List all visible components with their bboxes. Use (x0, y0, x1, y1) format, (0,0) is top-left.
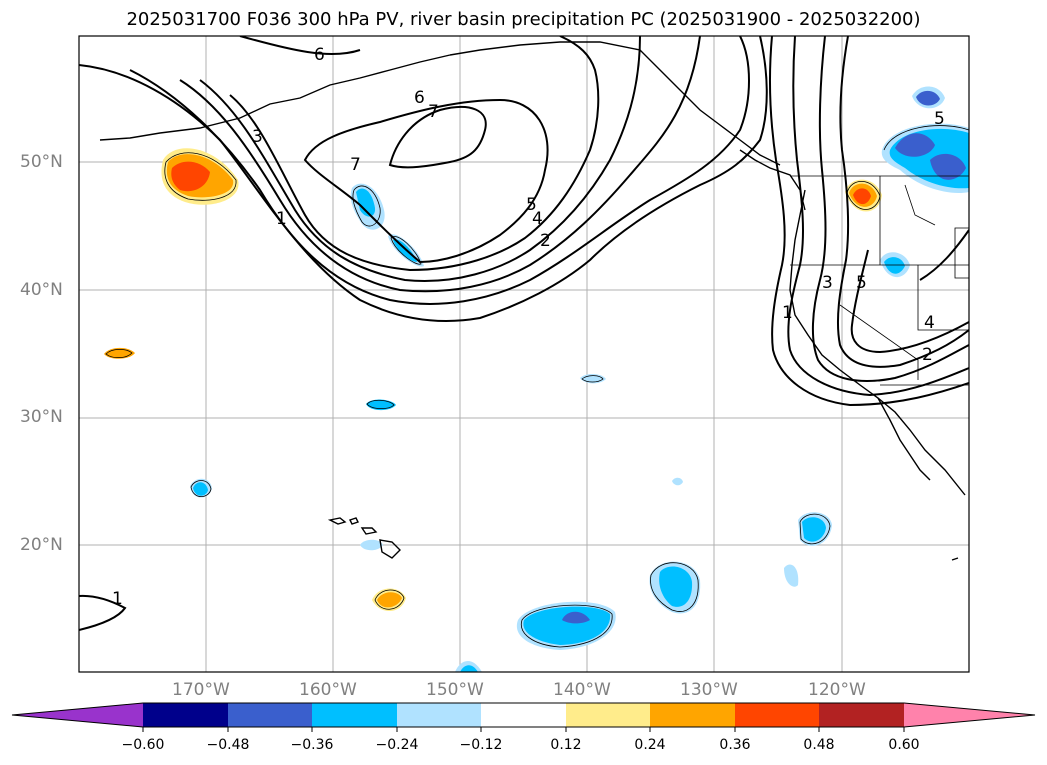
precip-negative-area (884, 257, 905, 274)
precip-negative-area (360, 539, 383, 551)
contour-label: 5 (856, 273, 867, 293)
colorbar-bin (735, 703, 819, 727)
colorbar-tick-label: −0.36 (290, 737, 334, 753)
colorbar-bin (397, 703, 481, 727)
precip-positive-area (171, 161, 210, 192)
contour-label: 5 (526, 195, 537, 215)
contour-label: 6 (314, 45, 325, 65)
contour-label: 1 (276, 209, 287, 229)
precip-negative-area (784, 564, 799, 587)
colorbar-bin (481, 703, 566, 727)
precip-outlines (105, 125, 969, 648)
colorbar-bin (566, 703, 650, 727)
gridlines (79, 36, 969, 672)
contour-label: 1 (782, 303, 793, 323)
colorbar-bin (312, 703, 397, 727)
map-title: 2025031700 F036 300 hPa PV, river basin … (126, 9, 921, 30)
precip-negative-area (393, 239, 417, 262)
colorbar-tick-label: −0.24 (375, 737, 419, 753)
colorbar-bin (143, 703, 228, 727)
precip-negative-area (802, 517, 826, 542)
precip-negative-area (562, 611, 590, 624)
lat-label-30n: 30°N (20, 407, 63, 427)
contour-label: 6 (414, 88, 425, 108)
colorbar-bin (819, 703, 904, 727)
map-frame (78, 35, 970, 673)
lon-label-120w: 120°W (808, 680, 866, 700)
colorbar-extend-low (12, 703, 143, 727)
colorbar-tick-label: 0.24 (634, 737, 666, 753)
colorbar (11, 702, 1036, 732)
precip-positive-area (377, 592, 402, 608)
lat-label-20n: 20°N (20, 535, 63, 555)
precip-shading (104, 86, 969, 672)
contour-label: 4 (532, 209, 543, 229)
colorbar-tick-label: −0.48 (206, 737, 250, 753)
pv-contours (79, 36, 969, 631)
lon-label-170w: 170°W (172, 680, 230, 700)
colorbar-tick-label: 0.12 (550, 737, 582, 753)
precip-negative-area (356, 188, 376, 217)
contour-label: 1 (112, 589, 123, 609)
contour-labels: 6 7 6 7 3 1 5 4 2 3 5 1 2 4 5 1 (112, 45, 945, 609)
colorbar-bin (228, 703, 312, 727)
precip-negative-area (916, 90, 940, 106)
contour-label: 4 (924, 313, 935, 333)
precip-negative-area (193, 482, 208, 496)
precip-negative-area (930, 153, 966, 180)
lon-label-130w: 130°W (680, 680, 738, 700)
colorbar-tick-label: −0.60 (121, 737, 165, 753)
contour-label: 7 (350, 155, 361, 175)
precip-negative-area (659, 566, 693, 607)
lon-label-160w: 160°W (299, 680, 357, 700)
precip-negative-area (523, 606, 611, 645)
lon-label-140w: 140°W (553, 680, 611, 700)
precip-negative-area (895, 133, 935, 157)
contour-label: 2 (540, 231, 551, 251)
lon-label-150w: 150°W (426, 680, 484, 700)
colorbar-tick-label: 0.48 (803, 737, 835, 753)
colorbar-tick-label: 0.60 (888, 737, 920, 753)
precip-negative-area (460, 665, 478, 672)
colorbar-bin (650, 703, 735, 727)
contour-label: 2 (922, 345, 933, 365)
contour-label: 3 (822, 273, 833, 293)
colorbar-extend-high (904, 703, 1035, 727)
colorbar-tick-label: 0.36 (719, 737, 751, 753)
lat-label-50n: 50°N (20, 152, 63, 172)
contour-label: 5 (934, 109, 945, 129)
precip-negative-area (672, 477, 683, 486)
coastlines (99, 41, 966, 561)
contour-label: 3 (252, 127, 263, 147)
precip-positive-area (853, 188, 871, 205)
contour-label: 7 (428, 102, 439, 122)
colorbar-tick-label: −0.12 (459, 737, 503, 753)
lat-label-40n: 40°N (20, 280, 63, 300)
borders (790, 175, 969, 386)
